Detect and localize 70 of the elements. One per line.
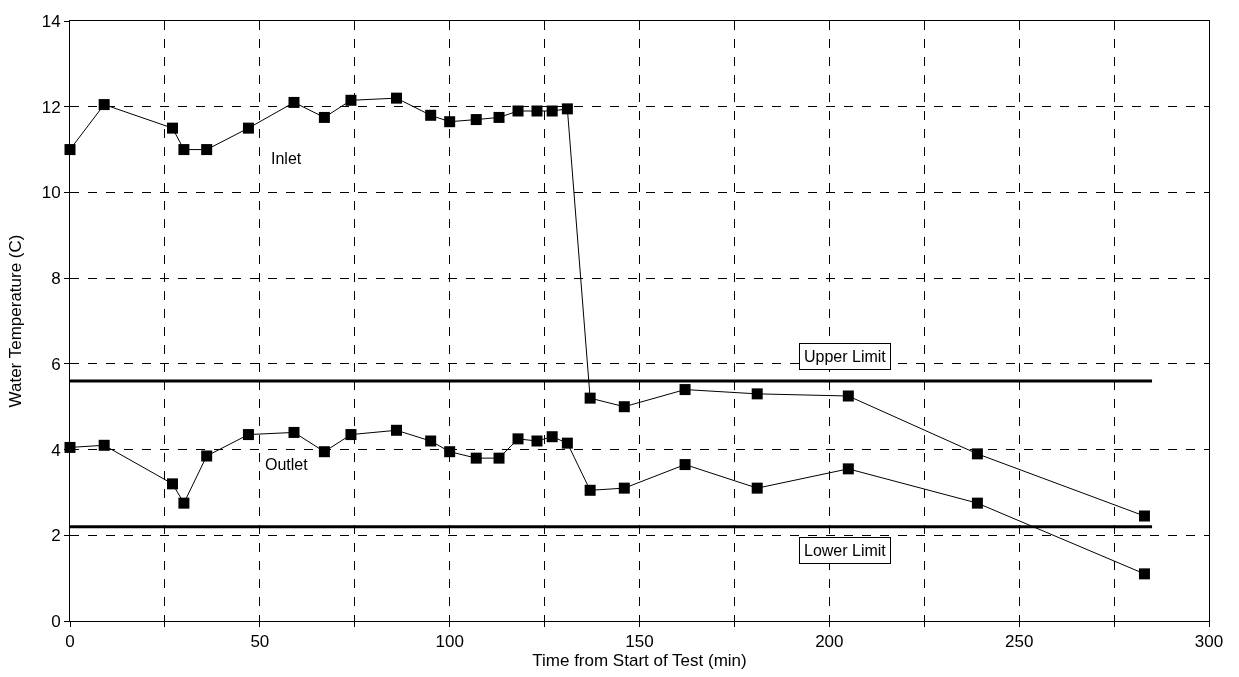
point (584, 392, 596, 404)
point (64, 144, 76, 156)
point (345, 429, 357, 441)
point (98, 439, 110, 451)
point (178, 144, 190, 156)
point (167, 122, 179, 134)
point (167, 478, 179, 490)
point (1138, 568, 1150, 580)
y-tick-label: 14 (41, 11, 61, 31)
point (444, 116, 456, 128)
point (470, 452, 482, 464)
point (391, 92, 403, 104)
ref-line-label: Upper Limit (804, 348, 887, 365)
point (1138, 510, 1150, 522)
point (425, 109, 437, 121)
point (531, 435, 543, 447)
point (425, 435, 437, 447)
x-tick-label: 250 (1004, 632, 1034, 652)
y-axis-title: Water Temperature (C) (6, 234, 26, 408)
point (288, 426, 300, 438)
point (751, 388, 763, 400)
point (531, 105, 543, 117)
point (512, 433, 524, 445)
point (618, 482, 630, 494)
point (561, 103, 573, 115)
point (618, 401, 630, 413)
x-tick-label: 0 (65, 632, 75, 652)
point (98, 99, 110, 111)
point (584, 484, 596, 496)
point (178, 497, 190, 509)
y-tick-label: 8 (51, 269, 61, 289)
x-tick-label: 50 (250, 632, 270, 652)
point (470, 114, 482, 126)
x-axis-title: Time from Start of Test (min) (532, 651, 747, 671)
point (493, 111, 505, 123)
point (201, 144, 213, 156)
point (842, 390, 854, 402)
point (201, 450, 213, 462)
y-tick-label: 6 (51, 354, 61, 374)
point (512, 105, 524, 117)
series-label: Outlet (265, 456, 309, 473)
point (971, 497, 983, 509)
point (679, 384, 691, 396)
point (546, 431, 558, 443)
y-tick-label: 4 (51, 440, 61, 460)
x-tick-label: 100 (435, 632, 464, 652)
point (546, 105, 558, 117)
point (444, 446, 456, 458)
point (288, 96, 300, 108)
point (561, 437, 573, 449)
x-tick-label: 300 (1194, 632, 1224, 652)
point (318, 111, 330, 123)
point (318, 446, 330, 458)
y-tick-label: 12 (41, 97, 61, 117)
point (751, 482, 763, 494)
point (493, 452, 505, 464)
point (345, 94, 357, 106)
point (242, 122, 254, 134)
y-tick-label: 2 (51, 526, 61, 546)
point (679, 459, 691, 471)
x-tick-label: 150 (625, 632, 654, 652)
x-tick-label: 200 (815, 632, 844, 652)
series-label: Inlet (271, 150, 302, 167)
point (391, 424, 403, 436)
y-tick-label: 10 (41, 183, 61, 203)
point (242, 429, 254, 441)
ref-line-label: Lower Limit (804, 542, 887, 559)
point (842, 463, 854, 475)
y-tick-label: 0 (51, 611, 61, 631)
point (971, 448, 983, 460)
